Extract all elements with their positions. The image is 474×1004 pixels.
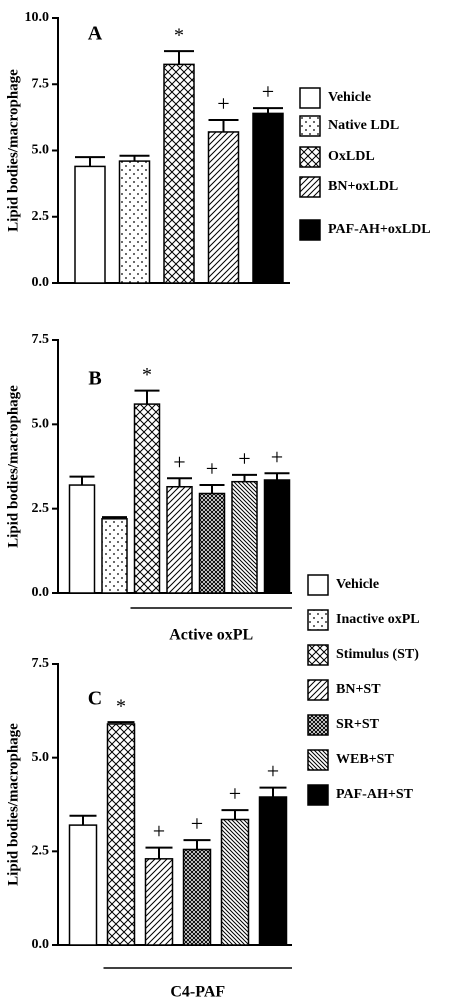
significance-marker: * (116, 696, 126, 718)
panel-label: A (88, 23, 103, 45)
y-axis-title: Lipid bodies/macrophage (5, 69, 21, 232)
legend-label: Inactive oxPL (336, 612, 420, 627)
legend-label: PAF-AH+oxLDL (328, 222, 431, 237)
y-tick-label: 2.5 (32, 501, 50, 516)
bar (68, 484, 96, 594)
legend-swatch (307, 609, 329, 631)
y-tick-label: 10.0 (25, 10, 50, 25)
legend-label: OxLDL (328, 149, 375, 164)
group-label: Active oxPL (169, 627, 253, 644)
legend-label: SR+ST (336, 717, 380, 732)
significance-marker: + (262, 79, 274, 104)
legend-swatch (299, 219, 321, 241)
y-axis-title: Lipid bodies/macrophage (5, 723, 21, 886)
bar (118, 160, 151, 284)
bar (133, 403, 161, 594)
y-tick-label: 5.0 (32, 143, 50, 158)
legend-label: Stimulus (ST) (336, 647, 419, 662)
y-tick-label: 5.0 (32, 417, 50, 432)
legend-swatch (307, 714, 329, 736)
bar (106, 723, 136, 946)
significance-marker: + (191, 811, 203, 836)
legend-swatch (307, 784, 329, 806)
bar (258, 796, 288, 946)
significance-marker: + (229, 781, 241, 806)
y-axis-title: Lipid bodies/macrophage (5, 385, 21, 548)
significance-marker: + (238, 446, 250, 471)
y-tick-label: 0.0 (32, 585, 50, 600)
legend-label: Vehicle (328, 90, 371, 105)
panel-label: C (88, 688, 102, 710)
bar (163, 63, 195, 284)
legend-label: Native LDL (328, 118, 399, 133)
significance-marker: + (206, 456, 218, 481)
bar (101, 518, 128, 594)
significance-marker: * (174, 25, 184, 47)
bar (144, 858, 174, 946)
y-tick-label: 7.5 (32, 656, 50, 671)
legend-swatch (299, 115, 321, 137)
y-tick-label: 2.5 (32, 844, 50, 859)
bar (252, 112, 284, 284)
legend-label: BN+oxLDL (328, 179, 398, 194)
significance-marker: + (153, 819, 165, 844)
y-tick-label: 0.0 (32, 275, 50, 290)
panel-label: B (88, 368, 101, 390)
bar (182, 848, 212, 946)
bar (220, 818, 250, 946)
significance-marker: * (142, 364, 152, 386)
bar (74, 165, 106, 284)
legend-swatch (299, 176, 321, 198)
legend-label: Vehicle (336, 577, 379, 592)
y-tick-label: 0.0 (32, 937, 50, 952)
legend-label: BN+ST (336, 682, 381, 697)
legend-label: PAF-AH+ST (336, 787, 414, 802)
y-tick-label: 7.5 (32, 76, 50, 91)
y-tick-label: 2.5 (32, 209, 50, 224)
group-label: C4-PAF (170, 984, 225, 1001)
legend-label: WEB+ST (336, 752, 394, 767)
significance-marker: + (217, 91, 229, 116)
legend-swatch (307, 749, 329, 771)
legend-swatch (307, 574, 329, 596)
bar (166, 485, 193, 594)
bar (231, 480, 258, 594)
bar (68, 824, 98, 946)
y-tick-label: 7.5 (32, 332, 50, 347)
legend-swatch (307, 679, 329, 701)
significance-marker: + (271, 444, 283, 469)
significance-marker: + (173, 449, 185, 474)
bar (198, 492, 226, 594)
bar (207, 131, 240, 284)
y-tick-label: 5.0 (32, 750, 50, 765)
bar (263, 479, 291, 594)
legend-swatch (299, 146, 321, 168)
significance-marker: + (267, 759, 279, 784)
legend-swatch (307, 644, 329, 666)
legend-swatch (299, 87, 321, 109)
